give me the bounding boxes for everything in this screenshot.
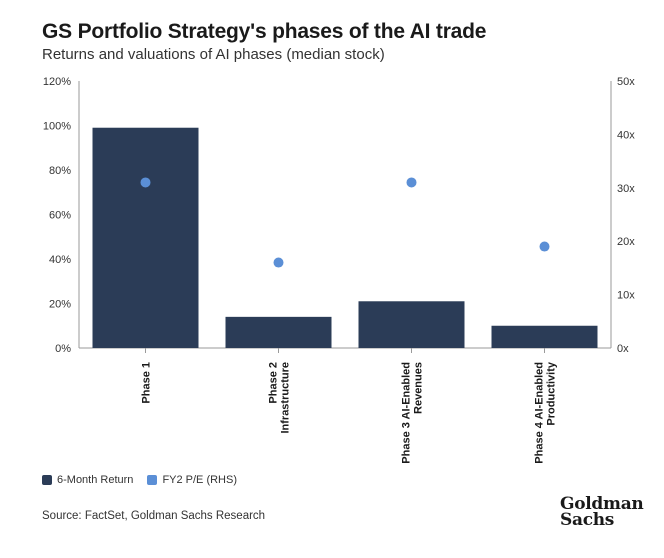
y-left-tick-label: 100%: [43, 121, 71, 133]
legend-swatch-pe: [147, 475, 158, 485]
x-category-label-line: Revenues: [413, 362, 425, 414]
point-fy2-pe: [273, 257, 284, 268]
point-fy2-pe: [140, 177, 151, 188]
y-left-tick-label: 60%: [49, 210, 71, 222]
y-left-tick-label: 20%: [49, 299, 71, 311]
legend-item-return: 6-Month Return: [42, 474, 133, 486]
bar-6-month-return: [225, 316, 332, 348]
point-fy2-pe: [539, 241, 550, 252]
bar-6-month-return: [92, 127, 199, 348]
y-right-tick-label: 50x: [617, 76, 635, 88]
y-right-tick-label: 0x: [617, 343, 629, 355]
y-right-tick-label: 10x: [617, 290, 635, 302]
combo-chart: 0% 20% 40% 60% 80% 100% 120% 0x 10x 20x 30x 40x 50x P…: [43, 76, 635, 464]
x-category-label-line: Phase 1: [141, 362, 153, 404]
y-left-tick-label: 120%: [43, 76, 71, 88]
x-category-label-line: Phase 2: [268, 362, 280, 404]
x-category-label-line: Infrastructure: [280, 362, 292, 434]
goldman-sachs-logo: Goldman Sachs: [560, 494, 644, 530]
y-right-tick-label: 30x: [617, 183, 635, 195]
y-left-tick-label: 0%: [55, 343, 71, 355]
legend-swatch-return: [42, 475, 52, 485]
legend-item-pe: FY2 P/E (RHS): [147, 474, 237, 486]
point-fy2-pe: [406, 177, 417, 188]
x-category-label-line: Productivity: [546, 361, 558, 425]
legend-label-pe: FY2 P/E (RHS): [162, 474, 238, 486]
logo-line-2: Sachs: [560, 510, 615, 530]
logo-line-1: Goldman: [560, 494, 644, 514]
bar-6-month-return: [491, 325, 598, 348]
x-category-label: Phase 2 Infrastructure: [268, 362, 292, 434]
x-category-label: Phase 3 AI-Enabled Revenues: [401, 362, 425, 464]
legend: 6-Month Return FY2 P/E (RHS): [42, 474, 251, 486]
y-right-tick-label: 20x: [617, 236, 635, 248]
source-note: Source: FactSet, Goldman Sachs Research: [42, 510, 266, 522]
x-category-label-line: Phase 3 AI-Enabled: [401, 362, 413, 464]
x-category-label-line: Phase 4 AI-Enabled: [534, 362, 546, 464]
y-left-tick-label: 80%: [49, 165, 71, 177]
bar-6-month-return: [358, 301, 465, 348]
chart-title: GS Portfolio Strategy's phases of the AI…: [42, 20, 487, 43]
legend-label-return: 6-Month Return: [57, 474, 134, 486]
chart-subtitle: Returns and valuations of AI phases (med…: [42, 46, 385, 63]
x-category-label: Phase 4 AI-Enabled Productivity: [534, 361, 558, 464]
y-right-tick-label: 40x: [617, 129, 635, 141]
x-category-label: Phase 1: [141, 362, 153, 404]
y-left-tick-label: 40%: [49, 254, 71, 266]
